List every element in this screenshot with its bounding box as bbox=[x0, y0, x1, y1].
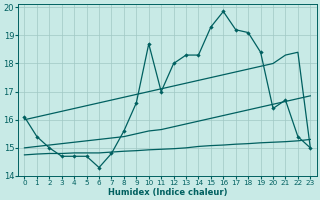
X-axis label: Humidex (Indice chaleur): Humidex (Indice chaleur) bbox=[108, 188, 227, 197]
